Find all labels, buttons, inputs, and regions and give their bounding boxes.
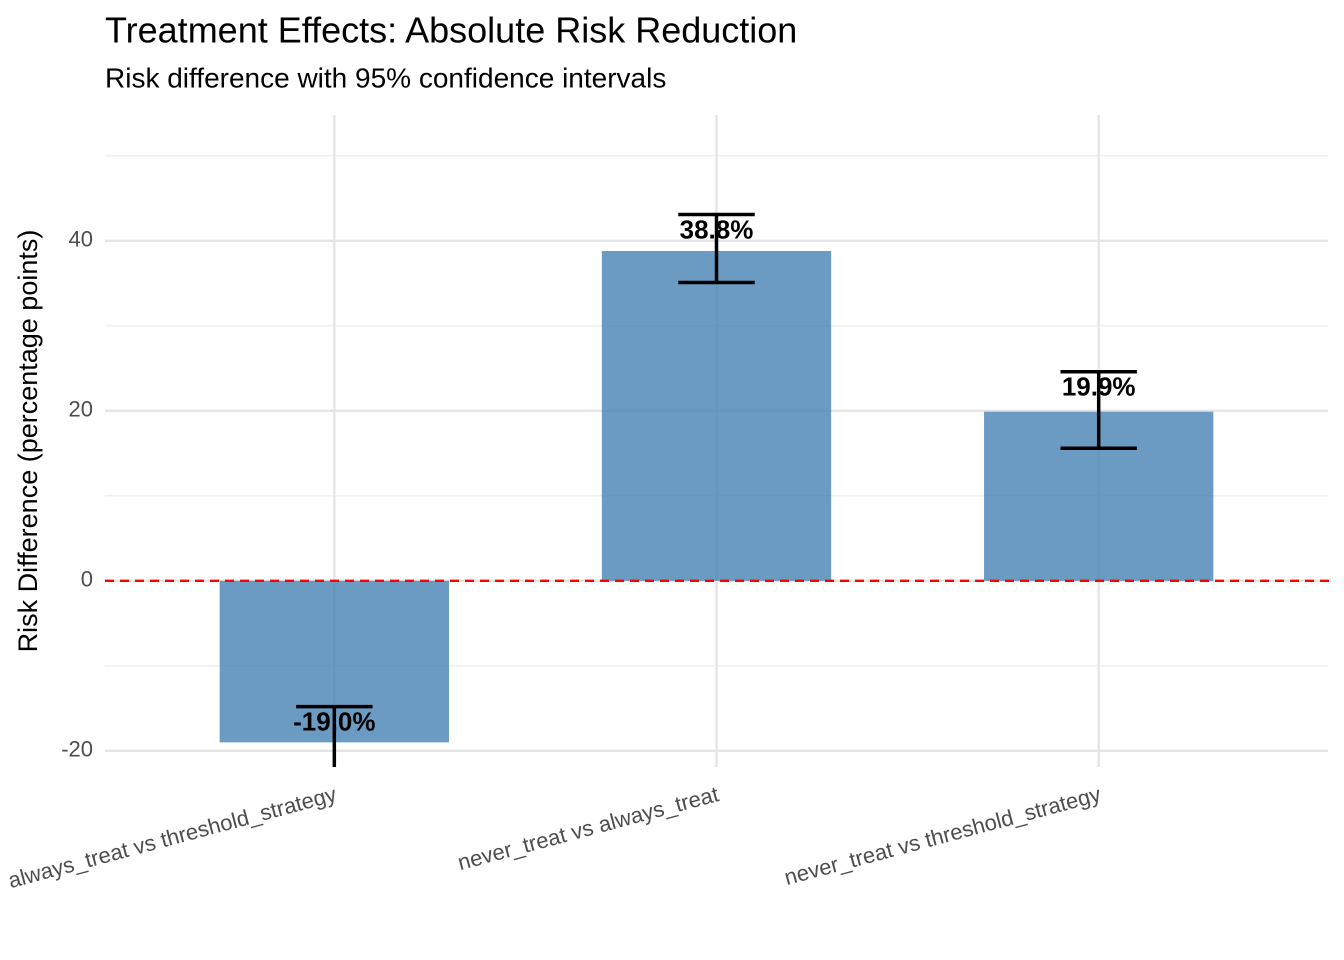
chart-subtitle: Risk difference with 95% confidence inte…: [105, 62, 666, 93]
bar: [601, 251, 832, 581]
y-tick-label: 20: [69, 397, 93, 422]
y-tick-label: 40: [69, 227, 93, 252]
chart-title: Treatment Effects: Absolute Risk Reducti…: [105, 10, 797, 51]
x-tick-label: always_treat vs threshold_strategy: [5, 781, 339, 893]
y-axis-label: Risk Difference (percentage points): [13, 230, 43, 653]
value-label: 38.8%: [680, 214, 754, 244]
plot-area: [105, 212, 1329, 767]
x-tick-label: never_treat vs threshold_strategy: [782, 781, 1104, 890]
x-tick-label: never_treat vs always_treat: [455, 781, 721, 875]
value-label: 19.9%: [1062, 372, 1136, 402]
value-label: -19.0%: [293, 707, 375, 737]
y-tick-label: -20: [61, 737, 93, 762]
labels: -20 0 20 40 -19.0% always_treat vs threshold_…: [5, 214, 1135, 893]
y-tick-label: 0: [81, 567, 93, 592]
